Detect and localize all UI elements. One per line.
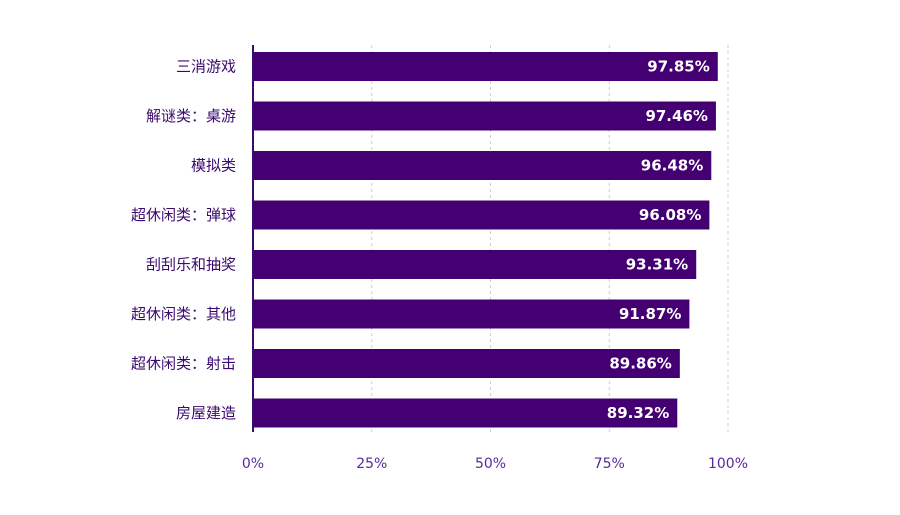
bar: [253, 299, 690, 329]
bar: [253, 52, 718, 81]
x-tick-label: 100%: [708, 456, 748, 472]
category-label: 超休闲类：射击: [131, 355, 236, 373]
bar-value-label: 91.87%: [619, 305, 681, 323]
bar: [253, 250, 697, 279]
bar-value-label: 97.85%: [647, 58, 709, 76]
x-axis-ticks: 0% 25% 50% 75% 100%: [242, 456, 748, 472]
bar-value-label: 96.08%: [639, 206, 701, 224]
category-label: 三消游戏: [176, 58, 236, 76]
x-tick-label: 25%: [356, 456, 387, 472]
category-label: 刮刮乐和抽奖: [146, 256, 236, 274]
x-tick-label: 75%: [594, 456, 625, 472]
bar: [253, 151, 712, 180]
bar-value-label: 93.31%: [626, 256, 688, 274]
bar: [253, 200, 710, 230]
x-tick-label: 50%: [475, 456, 506, 472]
bar: [253, 101, 716, 131]
category-label: 房屋建造: [176, 404, 236, 422]
category-label: 超休闲类：其他: [131, 305, 236, 323]
x-tick-label: 0%: [242, 456, 264, 472]
bar-value-label: 89.86%: [609, 355, 671, 373]
bar: [253, 349, 680, 378]
category-labels: 三消游戏解谜类：桌游模拟类超休闲类：弹球刮刮乐和抽奖超休闲类：其他超休闲类：射击…: [131, 58, 236, 423]
bar: [253, 398, 678, 428]
category-label: 超休闲类：弹球: [131, 206, 236, 224]
bar-value-label: 96.48%: [641, 157, 703, 175]
grid-lines: [371, 45, 729, 432]
bars: 97.85% 97.46% 96.48% 96.08% 93.31% 91.87% 89.8…: [253, 52, 718, 428]
category-label: 模拟类: [191, 157, 236, 175]
bar-value-label: 97.46%: [645, 107, 707, 125]
category-label: 解谜类：桌游: [146, 107, 236, 125]
bar-value-label: 89.32%: [607, 404, 669, 422]
